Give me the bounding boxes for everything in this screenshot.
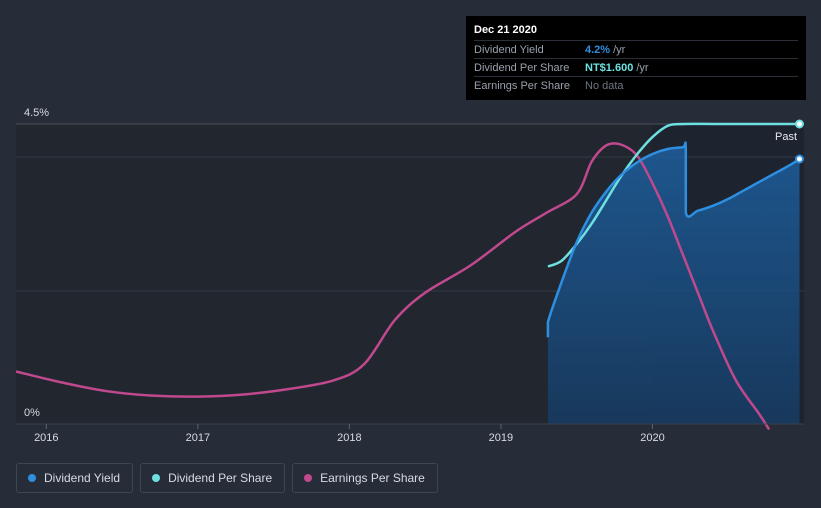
chart-area: 4.5% 0% Past 2016 2017 2018 2019 2020 xyxy=(15,107,804,444)
dot-icon xyxy=(28,474,36,482)
dividend-yield-area xyxy=(547,142,800,425)
legend-label: Dividend Per Share xyxy=(168,471,273,485)
legend: Dividend Yield Dividend Per Share Earnin… xyxy=(16,463,438,493)
tooltip-unit: /yr xyxy=(613,43,626,56)
x-tick-label: 2016 xyxy=(34,432,58,444)
dividend-yield-endpoint xyxy=(794,154,804,164)
dot-icon xyxy=(304,474,313,482)
tooltip-unit: /yr xyxy=(636,61,649,74)
legend-label: Dividend Yield xyxy=(44,471,121,485)
x-tick-label: 2020 xyxy=(640,432,664,444)
tooltip-date: Dec 21 2020 xyxy=(474,24,537,36)
x-tick-label: 2017 xyxy=(186,432,210,444)
legend-dividend-yield[interactable]: Dividend Yield xyxy=(16,463,134,493)
earnings-per-share-line[interactable] xyxy=(15,142,771,431)
tooltip-label: Earnings Per Share xyxy=(474,79,570,92)
legend-earnings-per-share[interactable]: Earnings Per Share xyxy=(292,463,438,493)
dividend-per-share-endpoint xyxy=(794,119,804,129)
y-tick-label-bottom: 0% xyxy=(24,407,40,419)
dot-icon xyxy=(152,474,161,482)
y-tick-label-top: 4.5% xyxy=(24,107,49,119)
legend-label: Earnings Per Share xyxy=(320,471,425,485)
tooltip-value: NT$1.600 xyxy=(585,61,634,74)
tooltip: Dec 21 2020 Dividend Yield 4.2% /yr Divi… xyxy=(466,16,806,100)
tooltip-label: Dividend Yield xyxy=(474,43,544,56)
dividend-yield-line[interactable] xyxy=(546,141,801,338)
legend-dividend-per-share[interactable]: Dividend Per Share xyxy=(140,463,286,493)
tooltip-row-dividend-yield: Dividend Yield 4.2% /yr xyxy=(474,40,798,58)
tooltip-row-dividend-per-share: Dividend Per Share NT$1.600 /yr xyxy=(474,58,798,76)
past-label: Past xyxy=(775,131,797,143)
tooltip-row-earnings-per-share: Earnings Per Share No data xyxy=(474,76,798,94)
x-tick-label: 2018 xyxy=(337,432,361,444)
tooltip-value: No data xyxy=(585,79,624,92)
tooltip-value: 4.2% xyxy=(585,43,611,56)
x-tick-label: 2019 xyxy=(489,432,513,444)
tooltip-label: Dividend Per Share xyxy=(474,61,570,74)
